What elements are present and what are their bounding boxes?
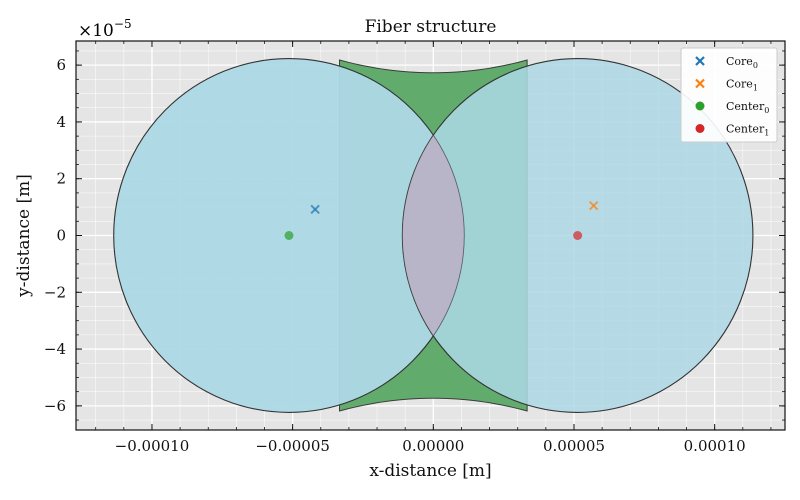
chart-title: Fiber structure — [365, 17, 497, 37]
center-marker-1 — [573, 231, 583, 240]
fiber-shapes — [113, 58, 754, 413]
y-tick-label: −4 — [44, 340, 66, 358]
legend-core-marker-1 — [695, 78, 705, 89]
legend-label: Center0 — [726, 100, 769, 115]
x-tick-label: −0.00010 — [115, 437, 190, 455]
y-tick-label: 0 — [56, 227, 66, 245]
y-offset-text: ×10−5 — [78, 17, 132, 41]
legend-center-marker-1 — [695, 124, 705, 133]
core-marker-1 — [588, 200, 599, 211]
x-tick-label: 0.00000 — [402, 437, 464, 455]
core-marker-0 — [310, 204, 320, 215]
x-axis-label: x-distance [m] — [369, 461, 491, 481]
legend-label: Center1 — [726, 123, 769, 138]
y-tick-label: −2 — [44, 283, 66, 301]
x-tick-label: 0.00005 — [543, 437, 605, 455]
x-tick-label: 0.00010 — [684, 437, 746, 455]
legend-box — [680, 47, 778, 143]
x-tick-label: −0.00005 — [255, 437, 330, 455]
legend-label: Core1 — [726, 78, 758, 93]
fiber-overlap-region — [401, 134, 465, 337]
y-tick-label: −6 — [44, 397, 66, 415]
center-marker-0 — [284, 231, 294, 240]
y-tick-label: 2 — [56, 170, 66, 188]
y-tick-label: 4 — [56, 113, 66, 131]
y-tick-label: 6 — [56, 56, 66, 74]
legend-label: Core0 — [726, 55, 758, 70]
legend-center-marker-0 — [695, 101, 705, 111]
y-axis-label: y-distance [m] — [14, 174, 34, 298]
data-markers — [284, 200, 599, 240]
legend-core-marker-0 — [695, 56, 705, 66]
legend: Core0 Core1 Center0 Center1 — [680, 47, 778, 143]
axis-ticks: −0.00010 −0.00005 0.00000 0.00005 0.00010 −6 −… — [44, 41, 785, 455]
